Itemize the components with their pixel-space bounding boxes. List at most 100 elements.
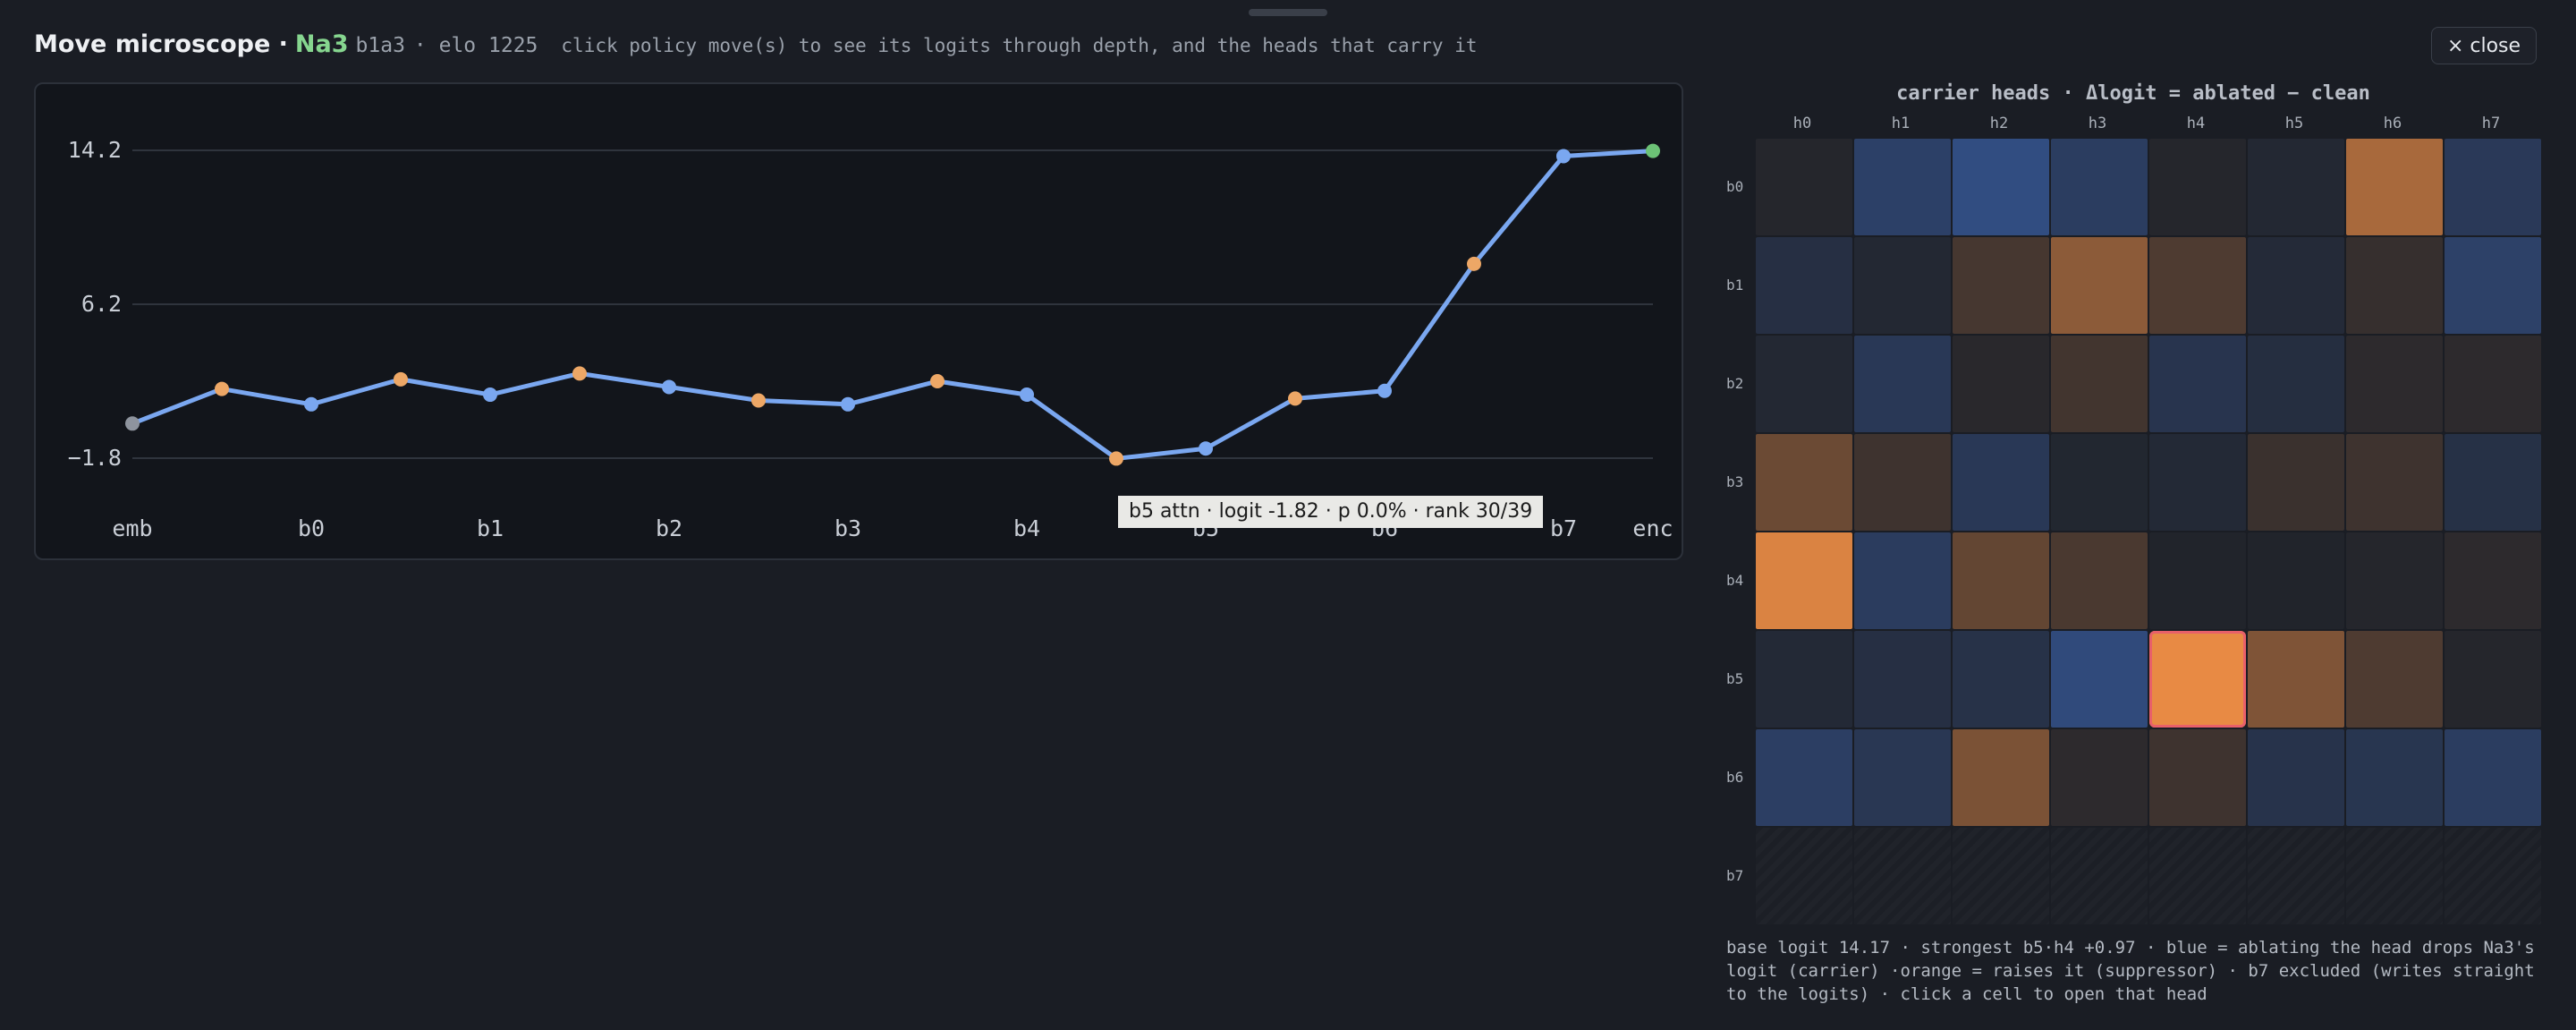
heatmap-cell[interactable] bbox=[2346, 237, 2443, 334]
heatmap-cell[interactable] bbox=[1854, 532, 1951, 629]
heatmap-cell[interactable] bbox=[2248, 532, 2344, 629]
heatmap-cell-selected[interactable] bbox=[2149, 631, 2246, 728]
heatmap-cell[interactable] bbox=[2445, 532, 2541, 629]
heatmap-cell[interactable] bbox=[1953, 434, 2049, 531]
column-label: h0 bbox=[1792, 115, 1812, 132]
x-tick-label: b3 bbox=[835, 515, 861, 541]
heatmap-cell[interactable] bbox=[2248, 729, 2344, 826]
heatmap-cell[interactable] bbox=[1854, 237, 1951, 334]
heatmap-cell[interactable] bbox=[1953, 336, 2049, 432]
data-point[interactable] bbox=[572, 366, 587, 381]
heatmap-cell[interactable] bbox=[2248, 434, 2344, 531]
heatmap-cell bbox=[1953, 828, 2049, 924]
x-tick-label: b7 bbox=[1550, 515, 1577, 541]
data-point[interactable] bbox=[215, 381, 229, 396]
heatmap-cell[interactable] bbox=[2051, 729, 2148, 826]
heatmap-cell[interactable] bbox=[1953, 631, 2049, 728]
heatmap-cell[interactable] bbox=[2346, 631, 2443, 728]
heatmap-cell[interactable] bbox=[1953, 139, 2049, 235]
heatmap-cell bbox=[2445, 828, 2541, 924]
heatmap-cell[interactable] bbox=[2445, 237, 2541, 334]
column-label: h4 bbox=[2186, 115, 2206, 132]
heatmap-cell[interactable] bbox=[1756, 729, 1852, 826]
data-point[interactable] bbox=[930, 374, 945, 388]
heatmap-cell[interactable] bbox=[2445, 139, 2541, 235]
data-point[interactable] bbox=[304, 396, 318, 412]
heatmap-cell[interactable] bbox=[2248, 631, 2344, 728]
heatmap-cell[interactable] bbox=[1953, 729, 2049, 826]
column-label: h1 bbox=[1891, 115, 1911, 132]
elo-label: · elo 1225 bbox=[413, 34, 538, 57]
heatmap-cell[interactable] bbox=[2248, 139, 2344, 235]
heatmap-cell[interactable] bbox=[2149, 434, 2246, 531]
data-point[interactable] bbox=[125, 416, 140, 431]
data-point[interactable] bbox=[1377, 383, 1392, 398]
heatmap-cell[interactable] bbox=[1756, 532, 1852, 629]
data-point[interactable] bbox=[1288, 391, 1302, 406]
heatmap-cell[interactable] bbox=[2445, 729, 2541, 826]
heatmap-cell[interactable] bbox=[1854, 139, 1951, 235]
data-point[interactable] bbox=[1467, 256, 1481, 271]
heatmap-cell[interactable] bbox=[2149, 336, 2246, 432]
panel-title: Move microscope · bbox=[34, 30, 288, 58]
heatmap-cell[interactable] bbox=[2445, 336, 2541, 432]
data-point[interactable] bbox=[1109, 451, 1123, 466]
x-tick-label: b4 bbox=[1013, 515, 1040, 541]
heatmap-cell[interactable] bbox=[1854, 434, 1951, 531]
heatmap-cell[interactable] bbox=[1756, 631, 1852, 728]
heatmap-cell[interactable] bbox=[2149, 237, 2246, 334]
heatmap-cell bbox=[1756, 828, 1852, 924]
x-tick-label: emb bbox=[112, 515, 152, 541]
heatmap-cell[interactable] bbox=[1953, 532, 2049, 629]
heatmap-cell[interactable] bbox=[2051, 139, 2148, 235]
heatmap-cell[interactable] bbox=[2051, 434, 2148, 531]
heatmap-cell[interactable] bbox=[1953, 237, 2049, 334]
move-uci: b1a3 bbox=[355, 34, 405, 57]
close-button[interactable]: × close bbox=[2431, 27, 2537, 64]
heatmap-cell[interactable] bbox=[2248, 237, 2344, 334]
heatmap-cell[interactable] bbox=[2346, 434, 2443, 531]
heatmap-cell[interactable] bbox=[1854, 631, 1951, 728]
heatmap-cell[interactable] bbox=[1854, 729, 1951, 826]
data-point[interactable] bbox=[1020, 387, 1034, 403]
heatmap-cell[interactable] bbox=[2051, 336, 2148, 432]
heatmap-cell[interactable] bbox=[2346, 336, 2443, 432]
heatmap-cell[interactable] bbox=[2149, 532, 2246, 629]
y-tick-label: 6.2 bbox=[81, 291, 122, 317]
row-label: b1 bbox=[1726, 277, 1744, 294]
data-point[interactable] bbox=[1646, 143, 1660, 158]
heatmap-cell bbox=[2248, 828, 2344, 924]
heatmap-cell[interactable] bbox=[1854, 336, 1951, 432]
heatmap-cell[interactable] bbox=[2346, 139, 2443, 235]
heatmap-cell[interactable] bbox=[2051, 532, 2148, 629]
data-point[interactable] bbox=[1199, 441, 1213, 456]
heatmap-cell[interactable] bbox=[1756, 139, 1852, 235]
x-tick-label: b2 bbox=[656, 515, 682, 541]
data-point[interactable] bbox=[662, 379, 676, 395]
data-point[interactable] bbox=[841, 396, 855, 412]
panel-header: Move microscope · Na3 b1a3 · elo 1225 cl… bbox=[34, 30, 1478, 63]
heatmap-cell bbox=[1854, 828, 1951, 924]
heatmap-cell[interactable] bbox=[2051, 237, 2148, 334]
heatmap-cell[interactable] bbox=[2149, 729, 2246, 826]
heatmap-cell[interactable] bbox=[2346, 729, 2443, 826]
heatmap-cell[interactable] bbox=[2445, 631, 2541, 728]
column-label: h5 bbox=[2284, 115, 2304, 132]
heatmap-cell[interactable] bbox=[2149, 139, 2246, 235]
data-point[interactable] bbox=[1556, 149, 1571, 164]
heatmap-cell[interactable] bbox=[2051, 631, 2148, 728]
data-point[interactable] bbox=[483, 387, 497, 403]
heatmap-column-labels: h0 h1 h2 h3 h4 h5 h6 h7 bbox=[1753, 115, 2540, 136]
x-tick-label: b1 bbox=[477, 515, 504, 541]
row-label: b7 bbox=[1726, 867, 1744, 884]
data-point[interactable] bbox=[751, 393, 766, 408]
heatmap-cell[interactable] bbox=[2248, 336, 2344, 432]
data-point[interactable] bbox=[394, 371, 408, 387]
drag-handle[interactable] bbox=[1249, 9, 1327, 16]
heatmap-cell[interactable] bbox=[1756, 336, 1852, 432]
heatmap-cell[interactable] bbox=[2346, 532, 2443, 629]
heatmap-cell[interactable] bbox=[1756, 434, 1852, 531]
heatmap-cell[interactable] bbox=[2445, 434, 2541, 531]
column-label: h3 bbox=[2088, 115, 2107, 132]
heatmap-cell[interactable] bbox=[1756, 237, 1852, 334]
